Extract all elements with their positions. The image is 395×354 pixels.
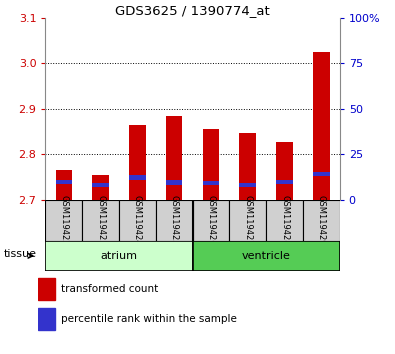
- Text: atrium: atrium: [100, 251, 137, 261]
- Text: GSM119423: GSM119423: [96, 195, 105, 246]
- Bar: [129, 175, 146, 180]
- Text: transformed count: transformed count: [61, 284, 158, 294]
- Text: ventricle: ventricle: [242, 251, 291, 261]
- Text: GSM119424: GSM119424: [133, 195, 142, 246]
- Bar: [166, 180, 182, 184]
- FancyBboxPatch shape: [82, 200, 119, 241]
- Bar: [276, 179, 293, 184]
- FancyBboxPatch shape: [119, 200, 156, 241]
- Bar: [203, 129, 219, 200]
- Bar: [92, 183, 109, 187]
- Bar: [38, 308, 55, 330]
- Bar: [313, 52, 329, 200]
- FancyBboxPatch shape: [45, 241, 193, 271]
- Bar: [92, 175, 109, 200]
- Text: GSM119428: GSM119428: [280, 195, 289, 246]
- Text: GSM119425: GSM119425: [170, 195, 179, 246]
- FancyBboxPatch shape: [193, 200, 229, 241]
- Bar: [276, 142, 293, 200]
- FancyBboxPatch shape: [229, 200, 266, 241]
- Bar: [239, 132, 256, 200]
- Bar: [56, 170, 72, 200]
- Text: GSM119429: GSM119429: [317, 195, 326, 246]
- FancyBboxPatch shape: [193, 241, 340, 271]
- Bar: [38, 278, 55, 300]
- Bar: [56, 179, 72, 184]
- Text: tissue: tissue: [4, 249, 37, 259]
- Bar: [166, 116, 182, 200]
- FancyBboxPatch shape: [266, 200, 303, 241]
- FancyBboxPatch shape: [156, 200, 193, 241]
- Title: GDS3625 / 1390774_at: GDS3625 / 1390774_at: [115, 4, 270, 17]
- Text: GSM119427: GSM119427: [243, 195, 252, 246]
- Text: GSM119422: GSM119422: [59, 195, 68, 246]
- Bar: [239, 183, 256, 187]
- Text: GSM119426: GSM119426: [207, 195, 215, 246]
- Bar: [203, 181, 219, 185]
- Bar: [129, 125, 146, 200]
- Bar: [313, 172, 329, 176]
- Text: percentile rank within the sample: percentile rank within the sample: [61, 314, 237, 324]
- FancyBboxPatch shape: [45, 200, 82, 241]
- FancyBboxPatch shape: [303, 200, 340, 241]
